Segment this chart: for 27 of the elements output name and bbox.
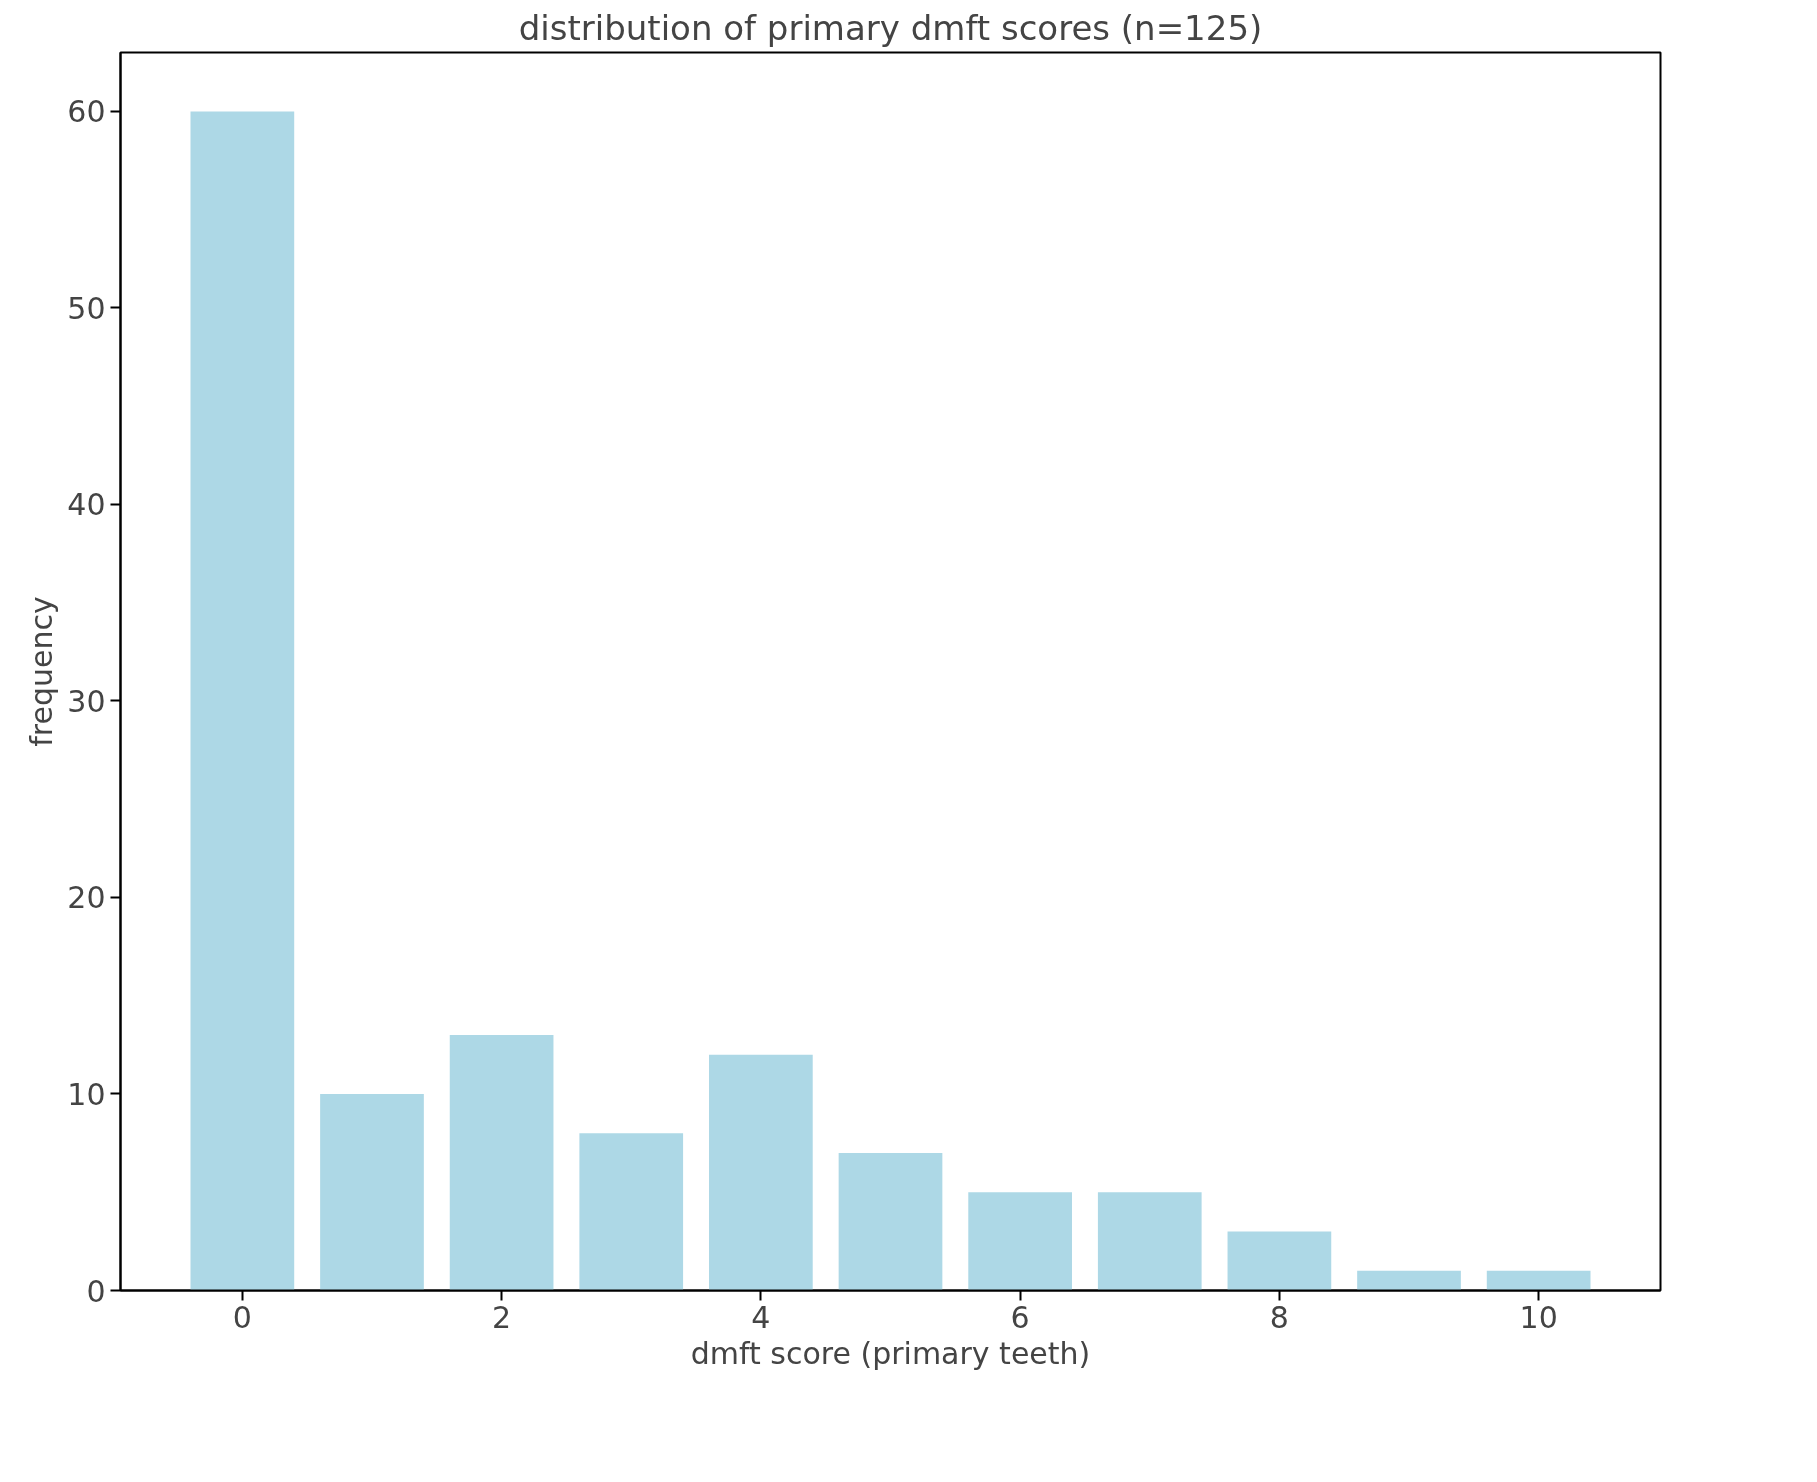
y-tick-label: 0: [86, 1273, 106, 1309]
x-tick-label: 2: [492, 1299, 512, 1335]
bar: [190, 111, 295, 1291]
y-tick-label: 40: [67, 487, 106, 523]
bar: [1097, 1192, 1202, 1291]
bar: [968, 1192, 1072, 1291]
x-tick-label: 4: [751, 1299, 771, 1335]
bar: [1227, 1231, 1332, 1291]
y-axis-title: frequency: [24, 596, 60, 747]
bar: [1357, 1270, 1461, 1291]
bar: [709, 1054, 813, 1291]
x-tick-label: 6: [1010, 1299, 1030, 1335]
x-axis-title: dmft score (primary teeth): [690, 1335, 1091, 1371]
bar: [579, 1133, 684, 1291]
x-tick-label: 8: [1269, 1299, 1289, 1335]
y-tick-label: 50: [67, 290, 106, 326]
chart-title: distribution of primary dmft scores (n=125): [518, 7, 1263, 48]
x-tick-label: 0: [232, 1299, 252, 1335]
y-tick-label: 30: [67, 683, 106, 719]
y-tick-label: 10: [67, 1076, 106, 1112]
bar: [1486, 1270, 1591, 1291]
bar: [838, 1152, 943, 1291]
x-tick-label: 10: [1519, 1299, 1558, 1335]
y-tick-label: 60: [67, 94, 106, 130]
bar: [320, 1093, 424, 1291]
bar: [449, 1035, 554, 1291]
y-tick-label: 20: [67, 880, 106, 916]
